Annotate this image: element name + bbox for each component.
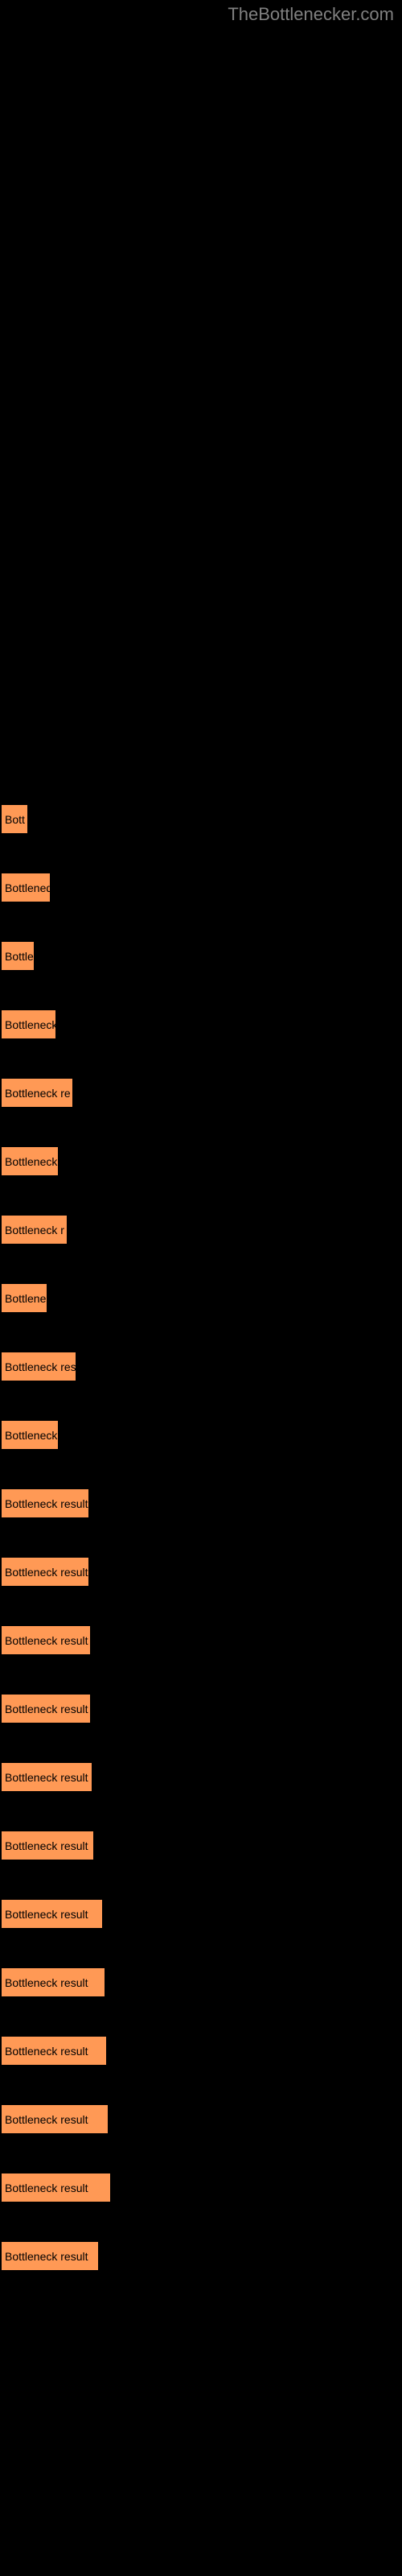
- bar-row: Bottleneck res: [2, 1352, 402, 1381]
- chart-bar: Bottlene: [2, 1284, 47, 1312]
- chart-bar: Bottleneck result: [2, 2242, 98, 2270]
- bar-row: Bottleneck result: [2, 2105, 402, 2133]
- watermark-text: TheBottlenecker.com: [228, 4, 394, 25]
- chart-bar: Bottleneck result: [2, 2037, 106, 2065]
- chart-bar: Bottleneck result: [2, 1558, 88, 1586]
- bar-row: Bottle: [2, 942, 402, 970]
- bar-row: Bottleneck re: [2, 1079, 402, 1107]
- bar-row: Bottleneck: [2, 1010, 402, 1038]
- chart-bar: Bottleneck result: [2, 1831, 93, 1860]
- chart-bar: Bottleneck: [2, 1421, 58, 1449]
- bar-row: Bottleneck result: [2, 1968, 402, 1996]
- bar-row: Bott: [2, 805, 402, 833]
- bar-row: Bottleneck result: [2, 2037, 402, 2065]
- bar-row: Bottlened: [2, 873, 402, 902]
- bar-row: Bottleneck result: [2, 1558, 402, 1586]
- chart-bar: Bottleneck re: [2, 1079, 72, 1107]
- chart-bar: Bottleneck: [2, 1147, 58, 1175]
- bar-row: Bottleneck result: [2, 1763, 402, 1791]
- bar-row: Bottlene: [2, 1284, 402, 1312]
- chart-bar: Bott: [2, 805, 27, 833]
- bar-row: Bottleneck result: [2, 2242, 402, 2270]
- chart-bar: Bottleneck result: [2, 1626, 90, 1654]
- chart-bar: Bottleneck result: [2, 1489, 88, 1517]
- bar-row: Bottleneck result: [2, 2174, 402, 2202]
- bar-row: Bottleneck: [2, 1421, 402, 1449]
- chart-bar: Bottleneck result: [2, 2105, 108, 2133]
- bar-row: Bottleneck result: [2, 1900, 402, 1928]
- chart-bar: Bottleneck result: [2, 1900, 102, 1928]
- chart-bar: Bottleneck result: [2, 1695, 90, 1723]
- chart-bar: Bottle: [2, 942, 34, 970]
- chart-bar: Bottleneck result: [2, 1968, 105, 1996]
- chart-bar: Bottleneck res: [2, 1352, 76, 1381]
- bar-row: Bottleneck r: [2, 1216, 402, 1244]
- chart-bar: Bottleneck result: [2, 2174, 110, 2202]
- bar-row: Bottleneck: [2, 1147, 402, 1175]
- chart-bar: Bottleneck: [2, 1010, 55, 1038]
- bar-row: Bottleneck result: [2, 1626, 402, 1654]
- bar-row: Bottleneck result: [2, 1695, 402, 1723]
- bar-row: Bottleneck result: [2, 1489, 402, 1517]
- bar-row: Bottleneck result: [2, 1831, 402, 1860]
- chart-bar: Bottlened: [2, 873, 50, 902]
- chart-container: Bott Bottlened Bottle Bottleneck Bottleneck …: [0, 0, 402, 2270]
- chart-bar: Bottleneck result: [2, 1763, 92, 1791]
- chart-bar: Bottleneck r: [2, 1216, 67, 1244]
